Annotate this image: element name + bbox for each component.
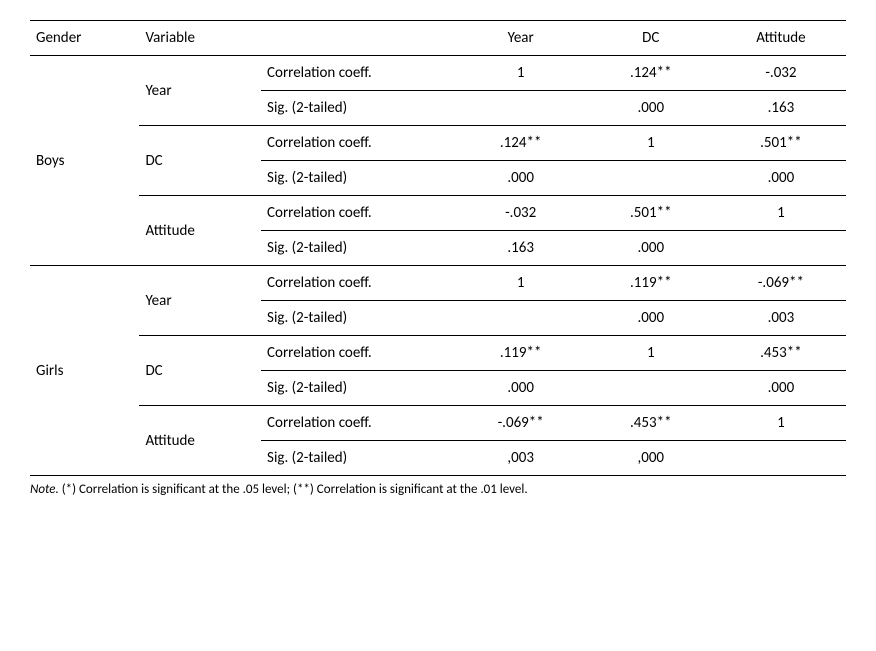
cell-value: .501** [716,126,846,161]
cell-value: 1 [586,336,716,371]
cell-value: .501** [586,196,716,231]
cell-value: .163 [456,231,586,266]
table-header-row: Gender Variable Year DC Attitude [30,21,846,56]
col-header-year: Year [456,21,586,56]
table-row: Attitude Correlation coeff. -.032 .501**… [30,196,846,231]
table-body: Boys Year Correlation coeff. 1 .124** -.… [30,56,846,476]
table-row: Attitude Correlation coeff. -.069** .453… [30,406,846,441]
table-row: Boys Year Correlation coeff. 1 .124** -.… [30,56,846,91]
cell-value: 1 [716,196,846,231]
cell-value: 1 [456,266,586,301]
stat-label: Correlation coeff. [261,266,456,301]
cell-value [716,231,846,266]
cell-value [586,161,716,196]
stat-label: Sig. (2-tailed) [261,371,456,406]
stat-label: Sig. (2-tailed) [261,91,456,126]
cell-value [586,371,716,406]
note-prefix: Note. [30,482,59,497]
gender-cell-girls: Girls [30,266,139,476]
cell-value: -.032 [456,196,586,231]
cell-value: ,000 [586,441,716,476]
cell-value: -.069** [456,406,586,441]
table-note: Note. (*) Correlation is significant at … [30,482,846,497]
cell-value: 1 [716,406,846,441]
cell-value: .003 [716,301,846,336]
cell-value: .000 [586,91,716,126]
cell-value: .453** [716,336,846,371]
cell-value: .000 [586,231,716,266]
gender-cell-boys: Boys [30,56,139,266]
cell-value: .000 [456,161,586,196]
cell-value: -.069** [716,266,846,301]
cell-value: .000 [716,371,846,406]
cell-value: .000 [716,161,846,196]
cell-value [716,441,846,476]
cell-value: .119** [586,266,716,301]
stat-label: Correlation coeff. [261,406,456,441]
cell-value: .000 [456,371,586,406]
stat-label: Correlation coeff. [261,336,456,371]
stat-label: Sig. (2-tailed) [261,301,456,336]
cell-value: ,003 [456,441,586,476]
cell-value: .124** [456,126,586,161]
variable-cell: Attitude [139,196,261,266]
table-row: DC Correlation coeff. .124** 1 .501** [30,126,846,161]
stat-label: Correlation coeff. [261,126,456,161]
cell-value: .163 [716,91,846,126]
col-header-attitude: Attitude [716,21,846,56]
stat-label: Sig. (2-tailed) [261,161,456,196]
correlation-table: Gender Variable Year DC Attitude Boys Ye… [30,20,846,476]
table-row: Girls Year Correlation coeff. 1 .119** -… [30,266,846,301]
variable-cell: Year [139,56,261,126]
col-header-gender: Gender [30,21,139,56]
cell-value: .453** [586,406,716,441]
cell-value: -.032 [716,56,846,91]
variable-cell: Attitude [139,406,261,476]
variable-cell: Year [139,266,261,336]
cell-value: .119** [456,336,586,371]
cell-value [456,301,586,336]
col-header-dc: DC [586,21,716,56]
variable-cell: DC [139,336,261,406]
stat-label: Correlation coeff. [261,56,456,91]
cell-value: .000 [586,301,716,336]
stat-label: Sig. (2-tailed) [261,231,456,266]
col-header-variable: Variable [139,21,261,56]
variable-cell: DC [139,126,261,196]
table-row: DC Correlation coeff. .119** 1 .453** [30,336,846,371]
note-body: (*) Correlation is significant at the .0… [59,482,528,497]
cell-value: 1 [586,126,716,161]
col-header-stat [261,21,456,56]
cell-value: .124** [586,56,716,91]
stat-label: Correlation coeff. [261,196,456,231]
cell-value: 1 [456,56,586,91]
stat-label: Sig. (2-tailed) [261,441,456,476]
cell-value [456,91,586,126]
